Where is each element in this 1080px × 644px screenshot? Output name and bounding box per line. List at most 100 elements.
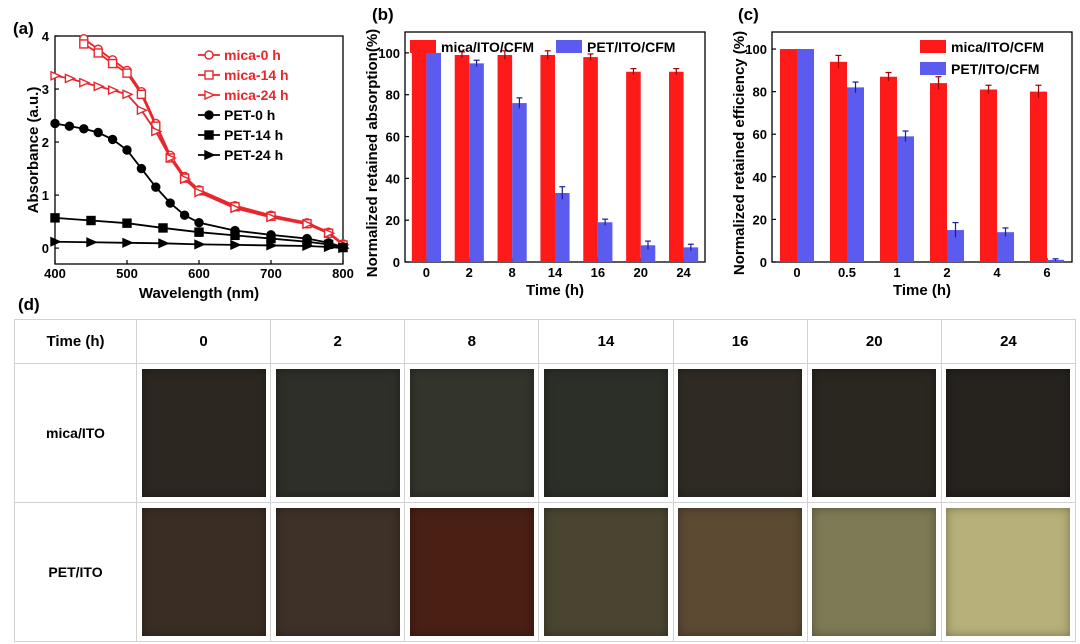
y-tick-label: 60	[753, 127, 767, 142]
data-point	[194, 239, 206, 250]
bar-mica	[980, 89, 997, 262]
data-point	[230, 203, 242, 214]
bar-pet	[426, 52, 441, 263]
x-tick-label: 800	[332, 266, 354, 281]
sample-photo	[946, 508, 1071, 636]
legend-label: mica/ITO/CFM	[951, 39, 1044, 55]
data-point	[50, 118, 60, 129]
x-tick-label: 6	[1043, 265, 1050, 280]
legend-swatch	[920, 62, 946, 75]
y-tick-label: 100	[745, 42, 767, 57]
data-point	[204, 110, 214, 120]
x-tick-label: 4	[993, 265, 1001, 280]
series-line	[54, 240, 344, 249]
retained-efficiency-chart: 0 20 40 60 80 100 0 0.5 1 2 4 6 Time (h) Normalized r…	[731, 31, 1073, 299]
retained-absorption-chart: 0 20 40 60 80 100 0 2 8 14 16 20 24 Time (h) Normalize…	[364, 29, 706, 299]
legend-swatch	[410, 40, 436, 53]
data-point	[79, 77, 91, 88]
x-tick-label: 8	[509, 265, 516, 280]
data-point	[50, 70, 62, 81]
y-axis-label: Normalized retained absorption(%)	[364, 29, 381, 277]
x-axis-label: Wavelength (nm)	[139, 285, 259, 302]
sample-photo	[409, 369, 534, 497]
data-point	[165, 152, 177, 164]
x-tick-label: 20	[633, 265, 647, 280]
y-tick-label: 1	[42, 188, 49, 203]
figure-canvas: (a) (b) (c) (d) 400 500 600 700 80001234Wave…	[13, 5, 1073, 314]
y-tick-label: 40	[386, 171, 400, 186]
series-line	[54, 122, 344, 248]
data-point	[107, 85, 120, 96]
x-axis-label: Time (h)	[526, 282, 584, 299]
y-tick-label: 0	[393, 255, 400, 270]
x-tick-label: 24	[676, 265, 691, 280]
panel-label-c: (c)	[738, 5, 759, 24]
data-point	[302, 240, 314, 252]
sample-photo	[141, 369, 266, 497]
data-point	[204, 70, 214, 80]
x-tick-label: 0.5	[838, 265, 856, 280]
data-point	[194, 227, 204, 237]
time-header-label: Time (h)	[14, 319, 137, 364]
time-header-cell: 2	[270, 319, 406, 364]
data-point	[302, 219, 314, 230]
x-tick-label: 1	[893, 265, 900, 280]
data-point	[204, 89, 216, 101]
time-header-cell: 20	[806, 319, 942, 364]
sample-photo	[275, 508, 400, 636]
sample-photo	[275, 369, 400, 497]
x-tick-label: 0	[423, 265, 430, 280]
bar-mica	[830, 61, 847, 262]
bar-mica	[780, 49, 797, 263]
y-tick-label: 80	[386, 88, 400, 103]
pet-row: PET/ITO	[14, 502, 1077, 642]
data-point	[122, 68, 132, 78]
series-line	[54, 74, 344, 246]
series-mica-0-h	[79, 33, 348, 249]
y-tick-label: 100	[378, 46, 400, 61]
bar-pet	[597, 222, 613, 262]
legend-label: mica/ITO/CFM	[441, 39, 534, 55]
data-point	[194, 217, 204, 228]
data-point	[165, 198, 175, 208]
y-tick-label: 3	[42, 82, 49, 97]
legend-label: mica-14 h	[224, 67, 289, 83]
absorbance-chart: 400 500 600 700 800 0 1 2 3 4 Wavelength (nm) Absor…	[25, 29, 354, 302]
x-tick-label: 16	[591, 265, 605, 280]
data-point	[179, 174, 192, 185]
panel-label-a: (a)	[13, 19, 34, 38]
data-point	[93, 48, 103, 58]
panel-label-d: (d)	[18, 295, 40, 314]
data-point	[230, 230, 240, 241]
time-header-cell: 14	[538, 319, 674, 364]
y-tick-label: 2	[42, 135, 49, 150]
row-label-mica: mica/ITO	[14, 363, 137, 503]
bar-mica	[626, 71, 641, 263]
y-tick-label: 20	[386, 213, 400, 228]
y-tick-label: 40	[753, 170, 767, 185]
data-point	[136, 105, 149, 116]
legend-swatch	[920, 40, 946, 53]
data-point	[122, 89, 134, 100]
x-tick-label: 14	[548, 265, 563, 280]
data-point	[79, 124, 89, 134]
data-point	[230, 239, 242, 250]
data-point	[158, 223, 168, 233]
bar-mica	[583, 57, 598, 262]
data-point	[86, 237, 98, 248]
data-point	[136, 163, 147, 174]
time-header-cell: 24	[940, 319, 1077, 364]
data-point	[86, 215, 96, 226]
bar-mica	[1030, 91, 1047, 262]
bar-pet	[683, 247, 699, 262]
data-point	[107, 134, 118, 145]
sample-photo	[946, 369, 1071, 497]
data-point	[79, 39, 89, 49]
legend-label: PET-0 h	[224, 107, 275, 123]
bar-mica	[930, 83, 947, 262]
data-point	[323, 228, 336, 239]
x-tick-label: 2	[943, 265, 950, 280]
legend-swatch	[556, 40, 582, 53]
series-mica-24-h	[50, 70, 350, 250]
sample-photo	[678, 369, 803, 497]
